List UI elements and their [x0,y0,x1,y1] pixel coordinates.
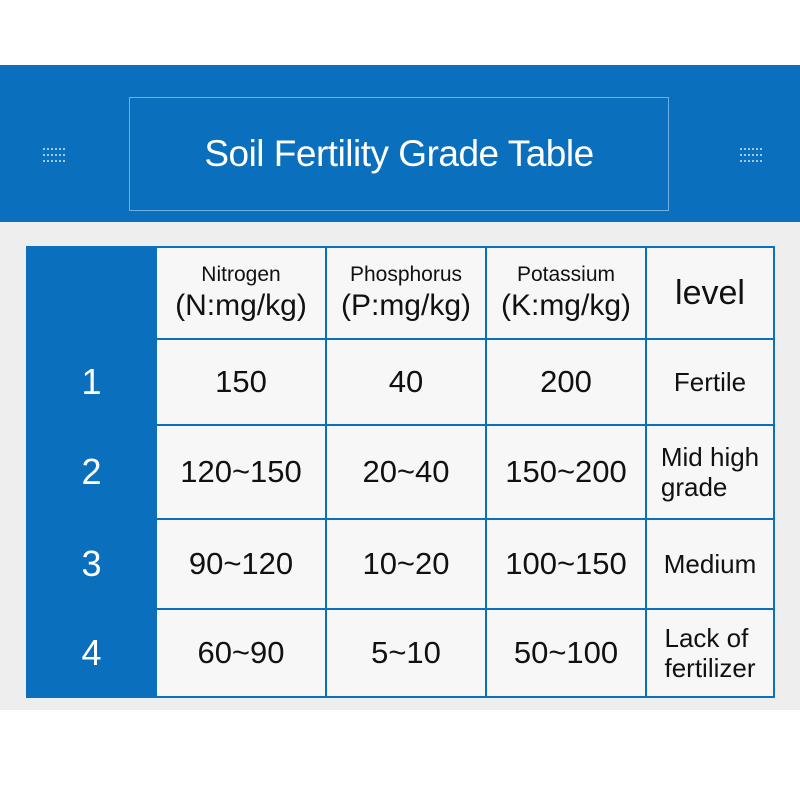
header-phosphorus-unit: (P:mg/kg) [340,289,472,322]
dots-decoration-icon [43,148,69,166]
header-level-label: level [675,273,745,312]
grade-cell: 4 [26,608,157,698]
table-header-row: Nitrogen (N:mg/kg) Phosphorus (P:mg/kg) … [26,246,775,340]
page-title: Soil Fertility Grade Table [204,133,594,174]
title-frame: Soil Fertility Grade Table [129,97,669,211]
table-row: 4 60~90 5~10 50~100 Lack of fertilizer [26,608,775,698]
nitrogen-cell: 150 [155,338,327,426]
level-line: fertilizer [664,653,756,683]
potassium-cell: 50~100 [485,608,647,698]
phosphorus-cell: 5~10 [325,608,487,698]
table-row: 2 120~150 20~40 150~200 Mid high grade [26,424,775,520]
level-text: Medium [664,549,756,579]
level-cell: Lack of fertilizer [645,608,775,698]
header-nitrogen-unit: (N:mg/kg) [175,289,307,322]
nitrogen-cell: 60~90 [155,608,327,698]
level-cell: Mid high grade [645,424,775,520]
level-cell: Medium [645,518,775,610]
level-text: Mid high grade [661,442,759,502]
nitrogen-cell: 90~120 [155,518,327,610]
grade-cell: 2 [26,424,157,520]
header-level: level [645,246,775,340]
header-phosphorus: Phosphorus (P:mg/kg) [325,246,487,340]
level-text: Lack of fertilizer [664,623,755,683]
nitrogen-cell: 120~150 [155,424,327,520]
phosphorus-cell: 20~40 [325,424,487,520]
header-nitrogen-name: Nitrogen [201,263,281,286]
header-phosphorus-name: Phosphorus [349,263,463,286]
level-line: grade [660,472,728,502]
table-row: 3 90~120 10~20 100~150 Medium [26,518,775,610]
title-banner: Soil Fertility Grade Table [0,65,800,222]
header-potassium-name: Potassium [516,263,616,286]
level-line: Fertile [673,367,747,397]
potassium-cell: 150~200 [485,424,647,520]
potassium-cell: 200 [485,338,647,426]
header-potassium: Potassium (K:mg/kg) [485,246,647,340]
level-line: Medium [663,549,757,579]
phosphorus-cell: 40 [325,338,487,426]
potassium-cell: 100~150 [485,518,647,610]
level-text: Fertile [674,367,746,397]
level-cell: Fertile [645,338,775,426]
level-line: Mid high [660,442,760,472]
fertility-table: Nitrogen (N:mg/kg) Phosphorus (P:mg/kg) … [26,246,775,698]
grade-cell: 3 [26,518,157,610]
header-potassium-unit: (K:mg/kg) [500,289,632,322]
grade-cell: 1 [26,338,157,426]
level-line: Lack of [664,623,749,653]
dots-decoration-icon [740,148,766,166]
header-corner-cell [26,246,157,340]
header-nitrogen: Nitrogen (N:mg/kg) [155,246,327,340]
phosphorus-cell: 10~20 [325,518,487,610]
table-row: 1 150 40 200 Fertile [26,338,775,426]
table-area: Nitrogen (N:mg/kg) Phosphorus (P:mg/kg) … [0,222,800,710]
